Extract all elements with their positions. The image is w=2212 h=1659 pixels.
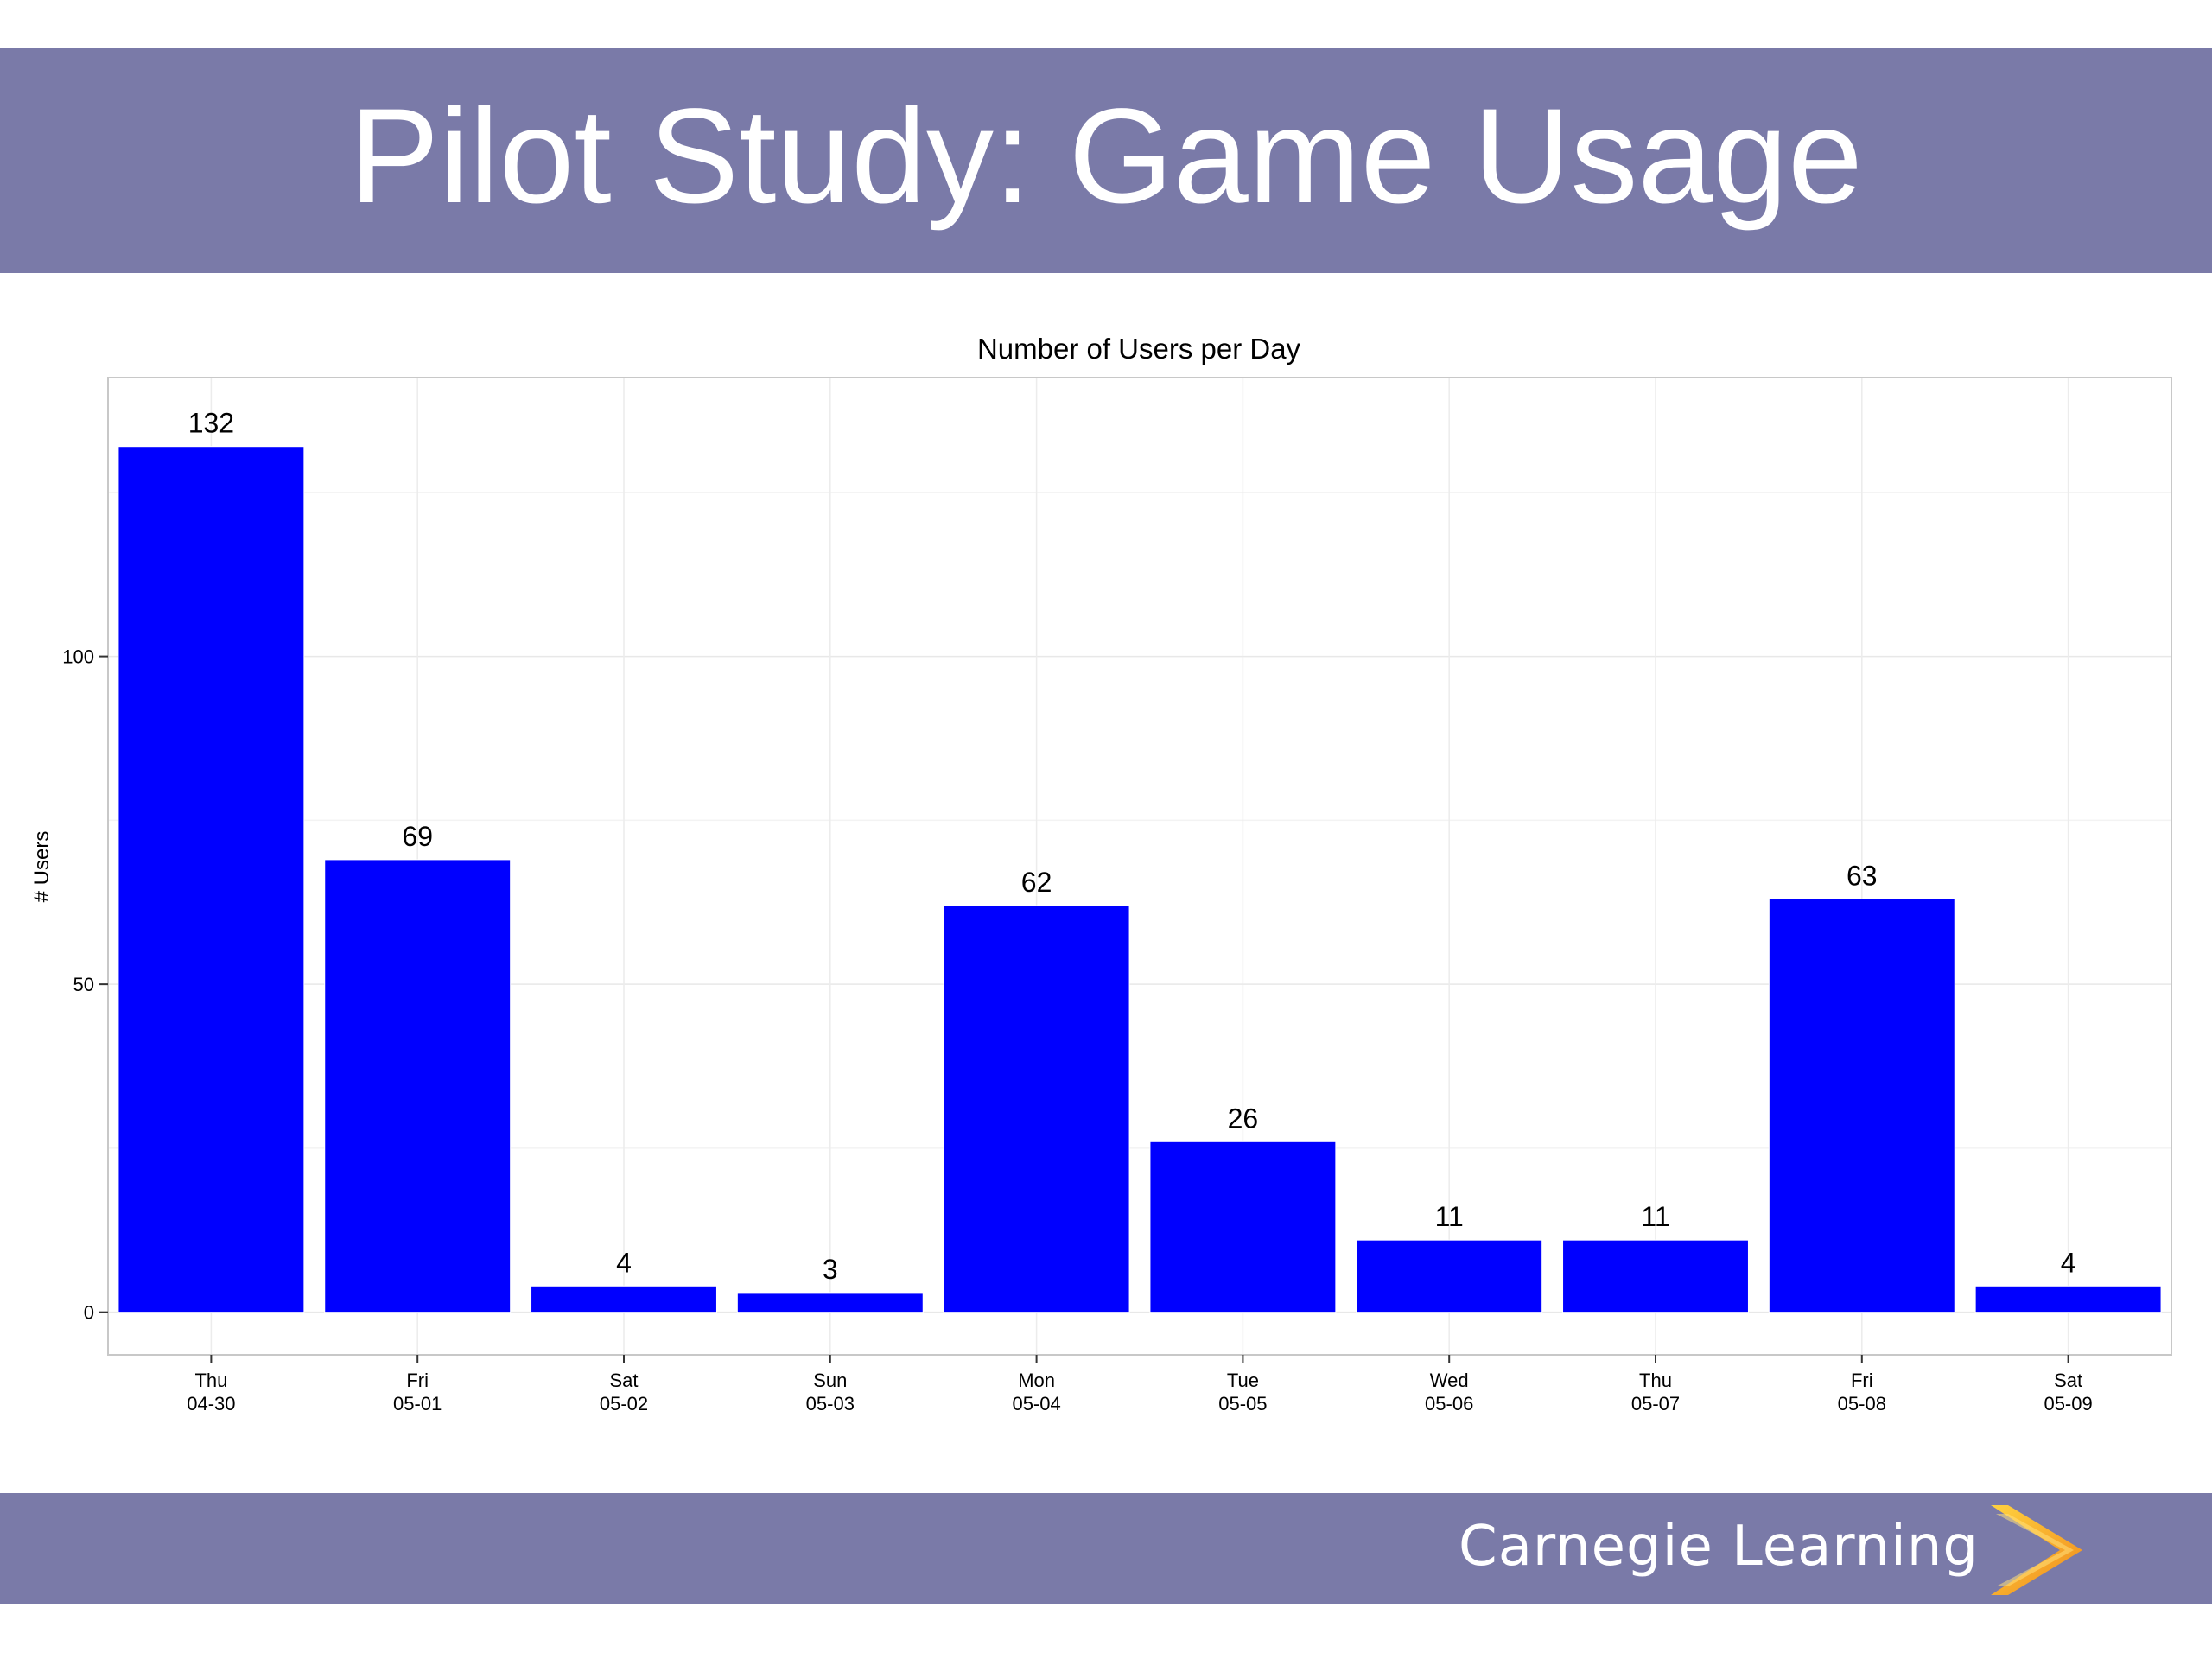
bar — [118, 446, 305, 1313]
bar — [1149, 1141, 1337, 1313]
plot-panel-border — [107, 377, 2172, 1356]
brand-name: Carnegie Learning — [1459, 1515, 1979, 1579]
x-tick-label-day: Sun — [813, 1370, 847, 1391]
data-label: 4 — [2061, 1247, 2076, 1278]
x-tick-label-day: Thu — [1639, 1370, 1672, 1391]
data-label: 11 — [1435, 1201, 1464, 1232]
x-tick-label-date: 05-03 — [806, 1393, 855, 1414]
data-label: 69 — [402, 821, 433, 852]
x-tick-label-date: 05-05 — [1218, 1393, 1267, 1414]
chart-container: 132 69 4 3 62 26 11 11 63 4 0 50 100 Thu 04-30 Fri 05-0… — [0, 328, 2212, 1443]
chart-title: Number of Users per Day — [977, 333, 1301, 365]
x-tick-label-date: 05-09 — [2044, 1393, 2092, 1414]
axes: 050100Thu04-30Fri05-01Sat05-02Sun05-03Mo… — [62, 377, 2172, 1414]
data-label: 26 — [1228, 1103, 1259, 1134]
x-tick-label-date: 05-06 — [1425, 1393, 1473, 1414]
bar — [324, 859, 512, 1313]
y-tick-label: 50 — [73, 974, 94, 995]
data-label: 132 — [188, 408, 234, 439]
value-labels: 132 69 4 3 62 26 11 11 63 4 — [188, 408, 2076, 1285]
x-tick-label-day: Wed — [1430, 1370, 1469, 1391]
bars — [118, 446, 2162, 1313]
bar — [736, 1292, 924, 1313]
x-tick-label-day: Mon — [1018, 1370, 1055, 1391]
x-tick-label-date: 05-01 — [393, 1393, 442, 1414]
bar — [1562, 1239, 1749, 1313]
grid-lines — [108, 378, 2171, 1355]
x-tick-label-day: Sat — [2054, 1370, 2082, 1391]
footer-bar: Carnegie Learning — [0, 1493, 2212, 1604]
bar — [531, 1285, 717, 1313]
x-tick-label-day: Thu — [194, 1370, 227, 1391]
x-tick-label-date: 05-02 — [600, 1393, 648, 1414]
bar — [1974, 1285, 2162, 1313]
title-bar: Pilot Study: Game Usage — [0, 48, 2212, 273]
y-tick-label: 0 — [84, 1302, 94, 1324]
data-label: 3 — [823, 1254, 838, 1285]
data-label: 4 — [616, 1247, 632, 1278]
data-label: 63 — [1847, 860, 1878, 891]
data-label: 62 — [1021, 867, 1052, 898]
y-tick-label: 100 — [62, 646, 94, 668]
x-tick-label-date: 05-04 — [1012, 1393, 1060, 1414]
x-tick-label-day: Sat — [609, 1370, 638, 1391]
bar — [1356, 1239, 1543, 1313]
slide-title: Pilot Study: Game Usage — [349, 81, 1863, 232]
data-label: 11 — [1641, 1201, 1669, 1232]
x-tick-label-date: 04-30 — [187, 1393, 235, 1414]
x-tick-label-date: 05-08 — [1838, 1393, 1886, 1414]
y-axis-label: # Users — [30, 831, 54, 903]
x-tick-label-day: Fri — [1851, 1370, 1873, 1391]
x-tick-label-date: 05-07 — [1631, 1393, 1680, 1414]
x-tick-label-day: Fri — [406, 1370, 429, 1391]
bar — [1768, 898, 1955, 1313]
bar — [943, 905, 1130, 1313]
x-tick-label-day: Tue — [1227, 1370, 1259, 1391]
chevron-logo-icon — [1991, 1505, 2082, 1595]
